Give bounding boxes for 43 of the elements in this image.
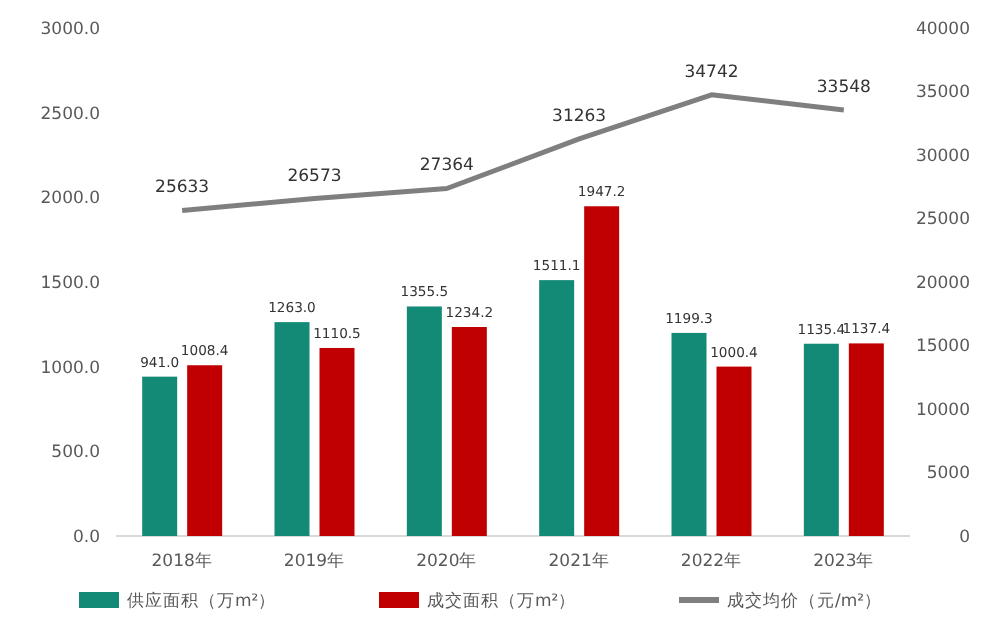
data-label: 34742 bbox=[684, 62, 739, 83]
data-label: 25633 bbox=[155, 178, 210, 199]
bar bbox=[319, 347, 355, 536]
bar bbox=[406, 306, 442, 536]
y2-tick-label: 40000 bbox=[915, 19, 970, 40]
bar bbox=[671, 332, 707, 536]
x-tick-label: 2023年 bbox=[813, 550, 875, 572]
y-tick-label: 0.0 bbox=[72, 527, 100, 548]
bar bbox=[584, 206, 620, 536]
y-tick-label: 1500.0 bbox=[40, 273, 100, 294]
y-tick-label: 2000.0 bbox=[40, 189, 100, 210]
y2-tick-label: 25000 bbox=[915, 210, 970, 231]
bar bbox=[451, 327, 487, 536]
bar bbox=[539, 280, 575, 536]
y2-tick-label: 5000 bbox=[926, 464, 970, 485]
x-tick-label: 2021年 bbox=[548, 550, 610, 572]
legend-label: 成交面积（万m²） bbox=[427, 589, 577, 612]
data-label: 33548 bbox=[816, 77, 871, 98]
y2-tick-label: 0 bbox=[959, 527, 970, 548]
bar bbox=[187, 365, 223, 536]
bar bbox=[803, 343, 839, 536]
x-tick-label: 2020年 bbox=[416, 550, 478, 572]
data-label: 26573 bbox=[287, 166, 342, 187]
bar bbox=[274, 322, 310, 536]
y-tick-label: 500.0 bbox=[51, 443, 100, 464]
legend-label: 供应面积（万m²） bbox=[127, 589, 277, 612]
x-tick-label: 2022年 bbox=[680, 550, 743, 572]
x-tick-label: 2018年 bbox=[151, 550, 213, 572]
y-tick-label: 2500.0 bbox=[40, 104, 100, 125]
data-label: 27364 bbox=[419, 156, 474, 177]
y2-tick-label: 30000 bbox=[915, 146, 970, 167]
bar bbox=[848, 343, 884, 536]
y-tick-label: 3000.0 bbox=[40, 19, 100, 40]
y2-tick-label: 20000 bbox=[915, 273, 970, 294]
y2-tick-label: 35000 bbox=[915, 83, 970, 104]
bar bbox=[142, 376, 178, 536]
x-tick-label: 2019年 bbox=[283, 550, 346, 572]
y2-tick-label: 10000 bbox=[915, 400, 970, 421]
legend-label: 成交均价（元/m²） bbox=[727, 589, 883, 612]
data-label: 31263 bbox=[552, 106, 607, 127]
y-tick-label: 1000.0 bbox=[40, 358, 100, 379]
bar bbox=[716, 366, 752, 536]
y2-tick-label: 15000 bbox=[915, 337, 970, 358]
